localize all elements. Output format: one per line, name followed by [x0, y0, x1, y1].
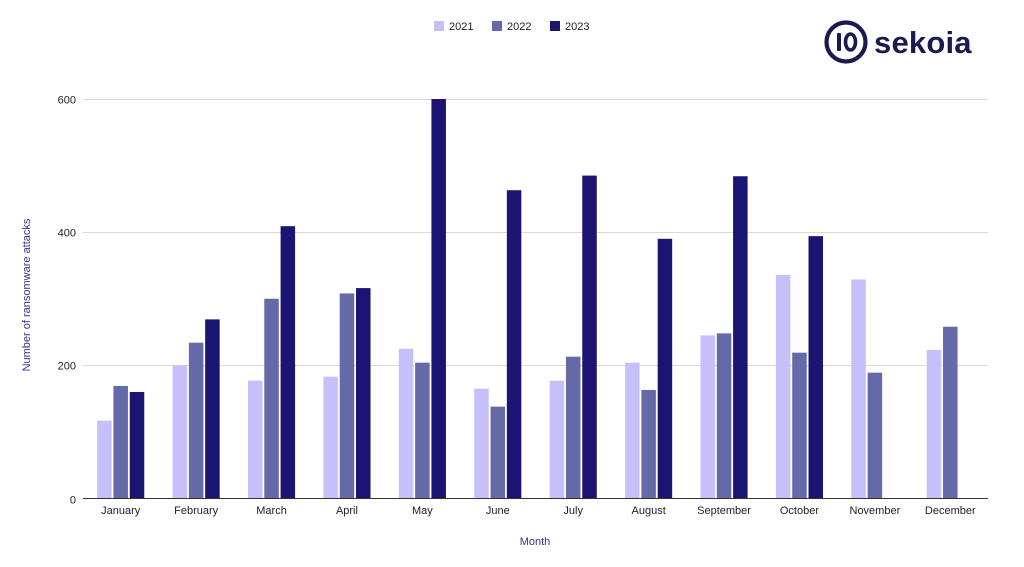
bar-2022-december — [943, 326, 958, 499]
sekoia-logo-icon — [824, 20, 868, 64]
bar-2022-july — [565, 356, 581, 499]
x-tick-label: March — [256, 505, 287, 517]
bar-2021-october — [775, 274, 791, 499]
bar-2023-march — [280, 226, 296, 499]
legend-label-2021: 2021 — [449, 21, 473, 33]
legend-label-2022: 2022 — [507, 21, 531, 33]
bar-2023-april — [356, 288, 371, 499]
x-tick-label: October — [780, 505, 819, 517]
bar-2021-august — [625, 362, 640, 499]
legend-swatch-2022 — [492, 21, 502, 31]
bar-2022-april — [339, 293, 355, 499]
bar-2021-december — [926, 350, 942, 499]
bar-2021-april — [323, 376, 338, 499]
x-axis-ticks: January February March April May June July Augu… — [101, 505, 976, 517]
legend-swatch-2023 — [550, 21, 560, 31]
bar-2021-june — [474, 388, 489, 499]
bar-2023-october — [808, 236, 824, 499]
bar-2023-july — [582, 175, 597, 499]
bar-2021-february — [172, 365, 188, 499]
legend-swatch-2021 — [434, 21, 444, 31]
bar-2023-january — [129, 391, 145, 499]
bar-2021-march — [247, 380, 263, 499]
bar-2021-september — [700, 335, 715, 499]
y-tick-label: 600 — [58, 95, 76, 107]
y-tick-label: 0 — [70, 495, 76, 507]
x-tick-label: July — [563, 505, 583, 517]
x-tick-label: February — [174, 505, 219, 517]
bar-2022-february — [188, 342, 204, 499]
x-tick-label: January — [101, 505, 141, 517]
bar-2022-may — [415, 362, 430, 499]
bar-2022-january — [113, 385, 128, 499]
y-axis-ticks: 0 200 400 600 — [58, 95, 76, 507]
gridlines — [83, 99, 988, 366]
legend-label-2023: 2023 — [565, 21, 589, 33]
y-tick-label: 400 — [58, 228, 76, 240]
sekoia-logo-text: sekoia — [874, 24, 972, 60]
bar-2022-november — [867, 372, 883, 499]
bar-2021-november — [851, 279, 866, 499]
x-axis-title: Month — [520, 536, 551, 548]
sekoia-logo: sekoia — [824, 18, 972, 66]
x-tick-label: September — [697, 505, 751, 517]
x-tick-label: August — [632, 505, 666, 517]
bar-2023-september — [733, 176, 748, 499]
bar-2022-march — [264, 298, 279, 499]
bar-2023-may — [431, 99, 446, 499]
x-tick-label: April — [336, 505, 358, 517]
bar-2022-september — [716, 333, 732, 499]
x-tick-label: May — [412, 505, 433, 517]
bar-2021-may — [398, 348, 414, 499]
bar-2023-june — [506, 190, 522, 499]
bar-2023-august — [657, 238, 673, 499]
bars — [97, 99, 958, 499]
x-tick-label: June — [486, 505, 510, 517]
x-tick-label: December — [925, 505, 976, 517]
bar-2022-june — [490, 406, 506, 499]
bar-2022-october — [792, 352, 807, 499]
x-tick-label: November — [850, 505, 901, 517]
bar-2021-january — [97, 420, 112, 499]
y-axis-title: Number of ransomware attacks — [21, 218, 33, 371]
bar-2021-july — [549, 380, 565, 499]
bar-2023-february — [205, 319, 220, 499]
y-tick-label: 200 — [58, 361, 76, 373]
bar-2022-august — [641, 389, 656, 499]
legend: 2021 2022 2023 — [434, 21, 589, 33]
